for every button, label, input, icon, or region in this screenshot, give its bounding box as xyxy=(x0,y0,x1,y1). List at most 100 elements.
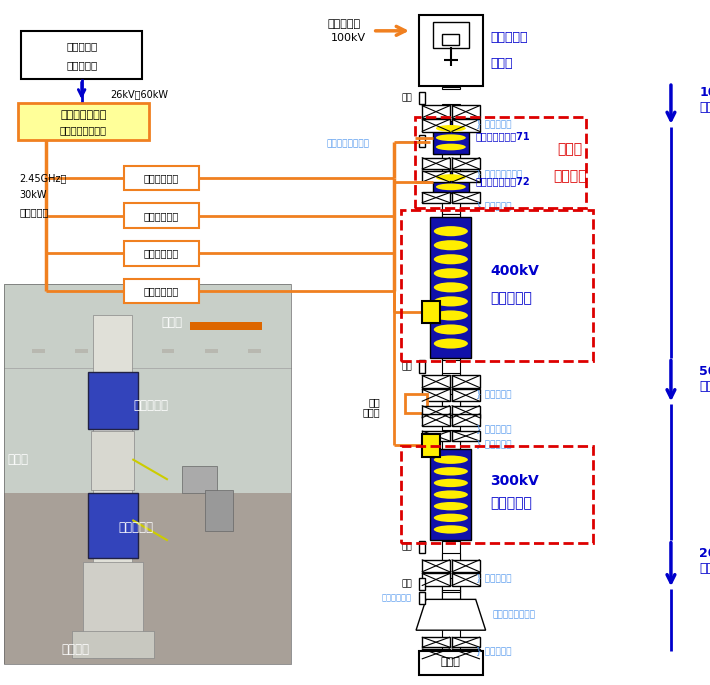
Text: 試料: 試料 xyxy=(368,397,380,407)
Text: 30kW: 30kW xyxy=(19,190,47,200)
Ellipse shape xyxy=(434,269,468,278)
Bar xyxy=(419,578,425,590)
Ellipse shape xyxy=(434,502,468,510)
Bar xyxy=(422,573,450,586)
Ellipse shape xyxy=(434,479,468,487)
Polygon shape xyxy=(416,599,486,630)
Text: 線形減速器: 線形減速器 xyxy=(490,497,532,510)
Bar xyxy=(422,105,450,118)
Bar xyxy=(124,279,199,303)
Text: } 投影レンズ: } 投影レンズ xyxy=(476,646,511,656)
Bar xyxy=(422,158,450,169)
Bar xyxy=(419,651,483,675)
Bar xyxy=(422,375,450,388)
Bar xyxy=(442,373,460,415)
Text: 位相振幅調整: 位相振幅調整 xyxy=(144,286,179,296)
Bar xyxy=(119,349,131,353)
Text: 電子ビーム: 電子ビーム xyxy=(699,562,710,575)
Bar xyxy=(21,31,142,79)
Bar xyxy=(422,637,450,647)
Bar xyxy=(422,414,450,426)
Text: } 中間レンズ: } 中間レンズ xyxy=(476,573,511,582)
Text: 線形加速器: 線形加速器 xyxy=(490,292,532,306)
Text: 直流高電圧: 直流高電圧 xyxy=(328,19,361,29)
Text: 線形加速器: 線形加速器 xyxy=(133,399,168,412)
Bar xyxy=(442,87,460,89)
Text: 位相振幅調整: 位相振幅調整 xyxy=(144,173,179,183)
Bar xyxy=(401,446,593,543)
Bar xyxy=(4,493,291,664)
Bar xyxy=(452,171,480,182)
Bar xyxy=(190,322,263,330)
Ellipse shape xyxy=(436,125,466,132)
Bar xyxy=(452,105,480,118)
Text: ホルダ: ホルダ xyxy=(362,407,380,416)
Text: 絞り: 絞り xyxy=(401,93,412,103)
Ellipse shape xyxy=(434,490,468,499)
Bar xyxy=(4,284,291,664)
Text: } 対物レンズ: } 対物レンズ xyxy=(476,424,511,434)
Bar xyxy=(442,104,460,656)
Text: 高周波偏向空洰72: 高周波偏向空洰72 xyxy=(476,176,530,186)
Bar xyxy=(433,22,469,48)
Bar xyxy=(452,158,480,169)
Ellipse shape xyxy=(434,338,468,349)
Bar xyxy=(124,166,199,190)
Text: 分析スリット: 分析スリット xyxy=(382,593,412,603)
Bar xyxy=(442,171,460,195)
Text: 試料部: 試料部 xyxy=(7,453,28,466)
Text: 位相振幅調整: 位相振幅調整 xyxy=(144,249,179,258)
Bar xyxy=(442,599,460,604)
Bar xyxy=(442,154,460,195)
Ellipse shape xyxy=(434,282,468,292)
Bar xyxy=(452,637,480,647)
Bar xyxy=(124,203,199,228)
Bar xyxy=(401,210,593,361)
Bar xyxy=(162,349,175,353)
Bar xyxy=(430,449,471,540)
Bar xyxy=(442,193,460,214)
Text: 500keV: 500keV xyxy=(699,365,710,377)
Text: } 補助レンズ: } 補助レンズ xyxy=(476,438,511,448)
Bar xyxy=(419,592,425,604)
Text: 電子ビーム: 電子ビーム xyxy=(699,101,710,114)
Bar xyxy=(87,493,138,558)
Bar xyxy=(430,217,471,358)
Text: （マイクロ波源）: （マイクロ波源） xyxy=(60,125,107,135)
Text: 電子銃: 電子銃 xyxy=(490,57,513,70)
Bar xyxy=(433,121,469,154)
Ellipse shape xyxy=(436,174,466,181)
Text: クライストロン: クライストロン xyxy=(60,110,106,120)
Text: 電界放出型: 電界放出型 xyxy=(490,31,528,44)
Text: } チョッパレンズ: } チョッパレンズ xyxy=(476,169,522,179)
Bar xyxy=(452,431,480,441)
Bar xyxy=(33,349,45,353)
Ellipse shape xyxy=(434,525,468,534)
Bar xyxy=(422,434,440,457)
Bar xyxy=(442,430,460,449)
Bar xyxy=(452,389,480,401)
Bar xyxy=(452,192,480,203)
Text: カメラ部: カメラ部 xyxy=(61,643,89,656)
Bar xyxy=(248,349,261,353)
Ellipse shape xyxy=(434,310,468,321)
Bar xyxy=(422,119,450,132)
Bar xyxy=(124,241,199,266)
Bar xyxy=(422,649,450,659)
Bar xyxy=(419,92,425,104)
Bar xyxy=(93,314,132,658)
Bar xyxy=(422,431,450,441)
Bar xyxy=(4,284,291,493)
Bar xyxy=(452,375,480,388)
Bar xyxy=(442,121,460,145)
Bar xyxy=(452,414,480,426)
Ellipse shape xyxy=(434,514,468,522)
Text: 2.45GHz，: 2.45GHz， xyxy=(19,173,67,183)
Bar xyxy=(452,406,480,418)
Text: 200keV: 200keV xyxy=(699,547,710,560)
Ellipse shape xyxy=(434,467,468,475)
Ellipse shape xyxy=(436,144,466,150)
Text: カメラ: カメラ xyxy=(441,658,461,667)
Bar xyxy=(91,431,134,490)
Text: マイクロ波: マイクロ波 xyxy=(19,208,48,217)
